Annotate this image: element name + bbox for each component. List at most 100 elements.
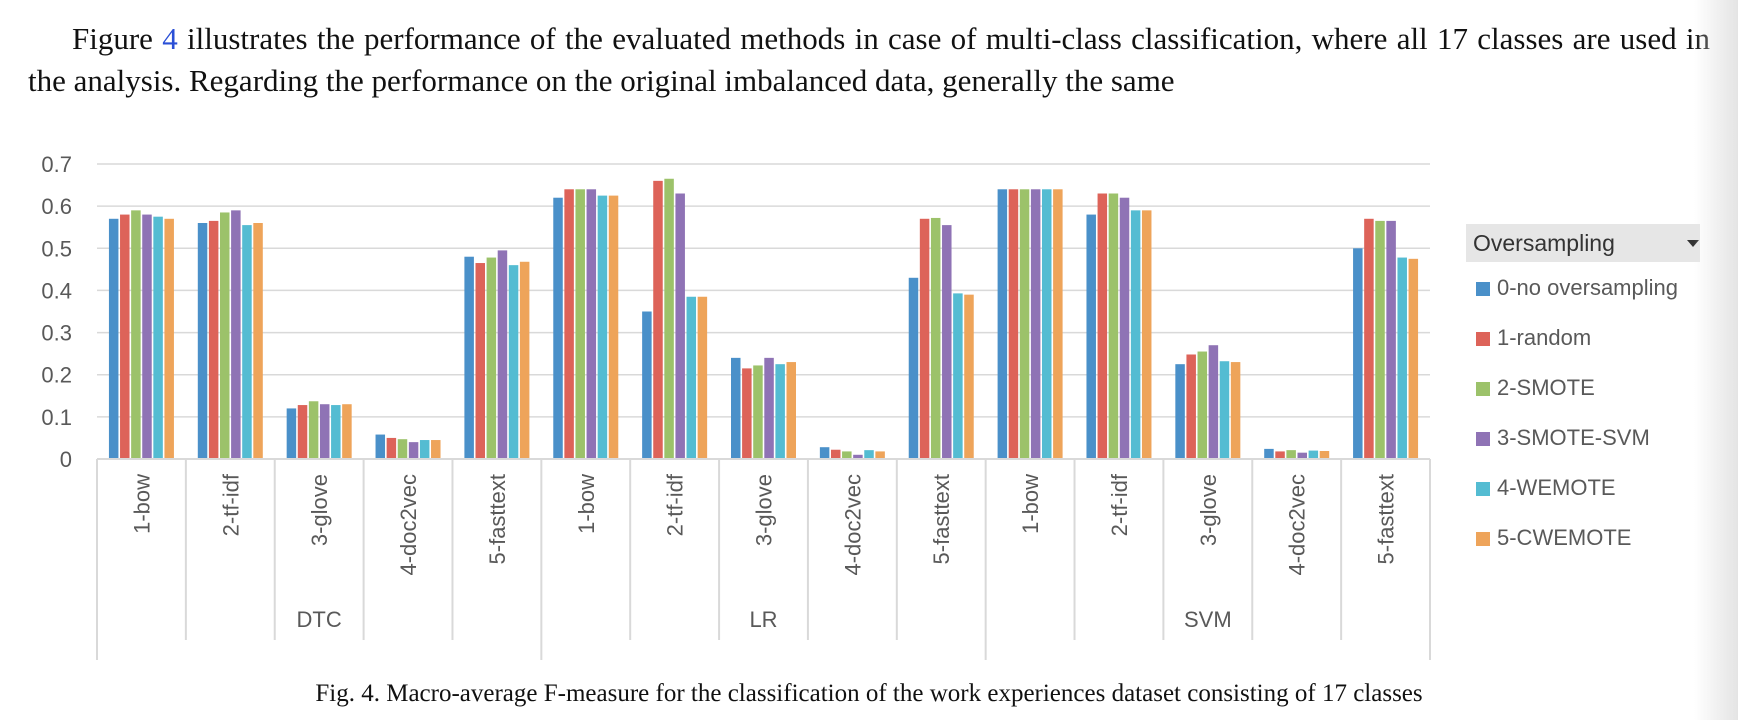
legend-items: 0-no oversampling 1-random 2-SMOTE 3-SMOTE-… xyxy=(1476,275,1678,550)
y-tick-label: 0.5 xyxy=(41,236,72,261)
bar xyxy=(508,265,519,459)
bar xyxy=(1141,210,1152,459)
bar xyxy=(564,189,574,459)
bar xyxy=(1264,448,1274,459)
legend-label: 4-WEMOTE xyxy=(1497,475,1616,500)
bar xyxy=(1030,189,1041,459)
bar xyxy=(1286,450,1296,459)
bar xyxy=(431,440,441,459)
bar xyxy=(919,218,930,459)
bar xyxy=(1386,220,1396,459)
bar xyxy=(964,294,974,459)
bar xyxy=(397,439,408,459)
bar xyxy=(1130,210,1141,459)
legend-label: 3-SMOTE-SVM xyxy=(1497,425,1650,450)
legend-label: 5-CWEMOTE xyxy=(1497,525,1631,550)
bar xyxy=(586,189,597,459)
y-tick-label: 0.2 xyxy=(41,363,72,388)
bar xyxy=(308,401,319,459)
bar xyxy=(120,214,130,459)
paragraph-text-start: Figure xyxy=(72,21,163,56)
legend-swatch xyxy=(1476,482,1490,496)
bar xyxy=(575,189,585,459)
bar xyxy=(1208,345,1219,459)
bar xyxy=(153,216,163,459)
legend-dropdown-background[interactable] xyxy=(1466,224,1700,262)
x-tick-label: 1-bow xyxy=(574,474,599,534)
bar xyxy=(1230,362,1241,459)
x-tick-label: 5-fasttext xyxy=(1374,474,1399,564)
x-tick-label: 1-bow xyxy=(1018,474,1043,534)
bar xyxy=(1097,193,1108,459)
bar xyxy=(875,451,885,459)
bar xyxy=(1408,258,1419,459)
bar xyxy=(997,189,1008,459)
bar xyxy=(1308,450,1319,459)
bar xyxy=(819,447,830,459)
bars xyxy=(108,178,1419,459)
y-axis-tick-labels: 0 0.1 0.2 0.3 0.4 0.5 0.6 0.7 xyxy=(41,152,72,472)
legend-title[interactable]: Oversampling xyxy=(1473,230,1615,256)
bar xyxy=(864,450,874,459)
bar xyxy=(731,357,741,459)
bar xyxy=(319,404,330,459)
legend: Oversampling 0-no oversampling 1-random 2-… xyxy=(1466,224,1700,550)
x-tick-label: 3-glove xyxy=(752,474,777,546)
x-axis: 1-bow 2-tf-idf 3-glove 4-doc2vec 5-fasttext 1… xyxy=(96,458,1431,660)
bar xyxy=(1019,189,1030,459)
bar xyxy=(1275,451,1285,459)
paragraph-text-rest: illustrates the performance of the evalu… xyxy=(28,21,1710,98)
bar xyxy=(1053,189,1063,459)
x-tick-label: 3-glove xyxy=(307,474,332,546)
group-label: SVM xyxy=(1184,607,1232,632)
bar xyxy=(1042,189,1052,459)
bar xyxy=(408,442,419,459)
bar xyxy=(1008,189,1019,459)
bar xyxy=(464,256,474,459)
bar xyxy=(753,365,763,459)
legend-swatch xyxy=(1476,332,1490,346)
x-tick-label: 2-tf-idf xyxy=(663,473,688,536)
x-tick-label: 5-fasttext xyxy=(485,474,510,564)
bar xyxy=(664,178,674,459)
bar xyxy=(1397,257,1407,459)
bar xyxy=(475,263,485,459)
bar xyxy=(686,296,697,459)
group-label: LR xyxy=(749,607,777,632)
bar xyxy=(697,296,708,459)
x-tick-label: 2-tf-idf xyxy=(218,473,243,536)
x-tick-label: 3-glove xyxy=(1196,474,1221,546)
bar xyxy=(419,440,430,459)
bar xyxy=(786,362,796,459)
bar xyxy=(331,405,341,459)
legend-label: 2-SMOTE xyxy=(1497,375,1595,400)
bar xyxy=(1197,351,1208,459)
figure-reference-link[interactable]: 4 xyxy=(162,21,178,56)
bar xyxy=(1297,452,1307,459)
bar xyxy=(853,454,863,459)
bar xyxy=(1175,364,1185,459)
bar xyxy=(675,193,685,459)
bar xyxy=(942,225,952,459)
x-tick-label: 4-doc2vec xyxy=(396,474,421,576)
bar xyxy=(597,195,608,459)
legend-swatch xyxy=(1476,282,1490,296)
bar xyxy=(220,212,230,459)
group-label: DTC xyxy=(297,607,342,632)
bar xyxy=(142,214,152,459)
x-tick-label: 4-doc2vec xyxy=(1285,474,1310,576)
bar xyxy=(131,210,141,459)
bar xyxy=(108,218,119,459)
bar xyxy=(497,250,508,459)
legend-label: 0-no oversampling xyxy=(1497,275,1678,300)
bar xyxy=(908,277,919,459)
f-measure-bar-chart: 0 0.1 0.2 0.3 0.4 0.5 0.6 0.7 1-bow 2-tf-idf 3-gl… xyxy=(41,152,1700,660)
bar xyxy=(342,404,352,459)
bar xyxy=(1219,361,1230,459)
legend-label: 1-random xyxy=(1497,325,1591,350)
bar xyxy=(1319,450,1330,459)
bar xyxy=(286,408,297,459)
bar xyxy=(253,223,263,459)
bar xyxy=(1375,220,1385,459)
bar xyxy=(608,195,619,459)
